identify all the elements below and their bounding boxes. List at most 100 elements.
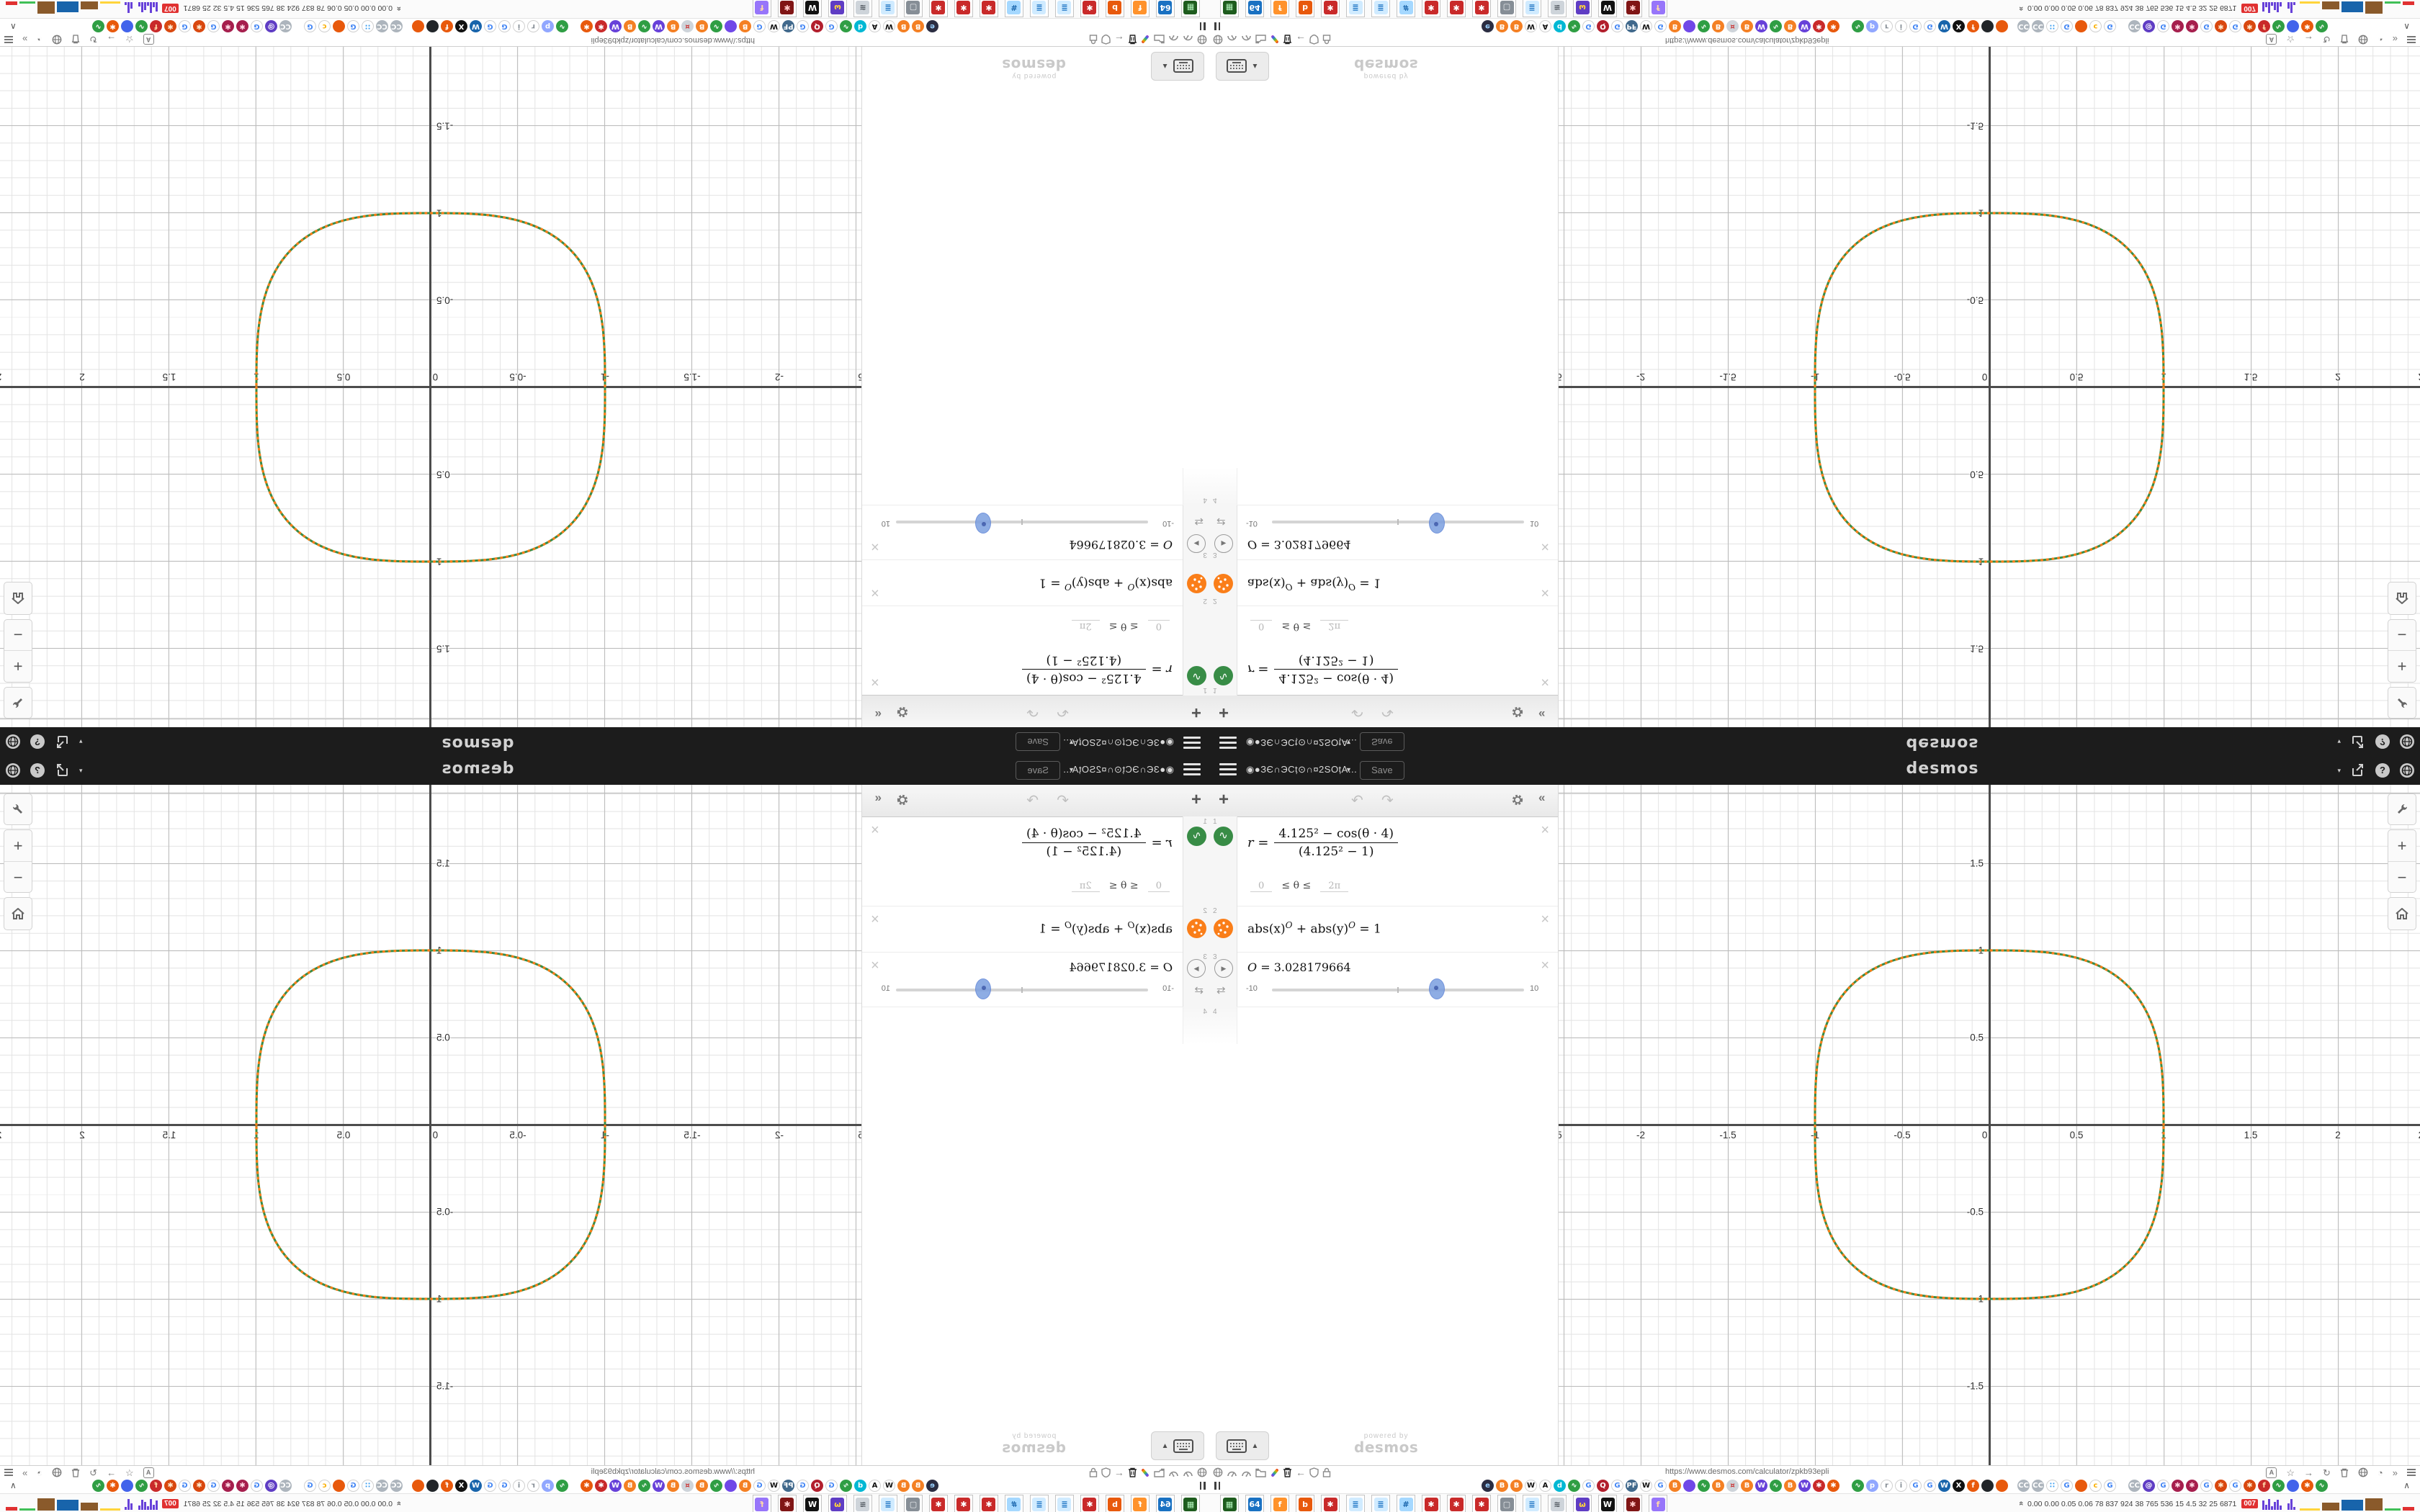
url-field[interactable]: https://www.desmos.com/calculator/zpkb93… <box>591 36 755 45</box>
header-caret-icon[interactable]: ▾ <box>79 766 83 774</box>
expression-row-1[interactable]: 1 ∿ r = 4.125² − cos(θ · 4) (4.125² − 1)… <box>1210 606 1558 696</box>
bookmark-favicon[interactable]: e <box>1482 1480 1494 1492</box>
bookmark-favicon[interactable]: PF <box>1626 1480 1638 1492</box>
bookmark-favicon[interactable]: ∿ <box>710 1480 722 1492</box>
graph-title[interactable]: ◉●ЗЄ∩ЭСṭ⊙∩¤2SОṭA... <box>1062 764 1174 775</box>
bookmark-favicon[interactable]: G <box>2200 20 2213 32</box>
language-globe-icon[interactable] <box>2400 763 2414 778</box>
zoom-out-button[interactable]: − <box>4 619 32 651</box>
bookmark-star-icon[interactable]: ☆ <box>125 34 134 45</box>
expression-row-2[interactable]: 2 abs(x)O + abs(y)O = 1 × <box>862 906 1210 953</box>
delete-row-icon[interactable]: × <box>871 539 879 554</box>
taskbar-app-button[interactable]: ✱ <box>980 1495 998 1512</box>
zoom-in-button[interactable]: + <box>2397 837 2407 855</box>
bookmark-favicon[interactable]: A <box>869 20 881 32</box>
bookmark-favicon[interactable]: G <box>797 1480 809 1492</box>
keypad-toggle-button[interactable]: ▲ <box>1151 52 1204 81</box>
add-expression-button[interactable]: + <box>1191 703 1201 722</box>
bookmark-favicon[interactable]: CC <box>390 1480 403 1492</box>
redo-icon[interactable]: ↷ <box>1026 703 1039 719</box>
taskbar-app-button[interactable]: ≣ <box>1030 1495 1049 1512</box>
share-icon[interactable] <box>55 763 69 778</box>
bookmark-favicon[interactable]: f <box>150 20 162 32</box>
bookmark-favicon[interactable]: A <box>1539 1480 1551 1492</box>
bookmark-favicon[interactable]: CC <box>2032 1480 2044 1492</box>
bookmark-favicon[interactable]: G <box>2157 20 2169 32</box>
bookmark-favicon[interactable]: ∿ <box>1698 20 1710 32</box>
color-pin-icon[interactable] <box>1270 35 1279 45</box>
bookmark-favicon[interactable]: X <box>1953 1480 1965 1492</box>
bookmark-favicon[interactable]: ✱ <box>595 1480 607 1492</box>
trash-icon[interactable] <box>1128 35 1137 45</box>
bookmark-favicon[interactable]: CC <box>2128 1480 2141 1492</box>
bookmark-favicon[interactable]: B <box>1712 20 1724 32</box>
main-menu-icon[interactable] <box>1219 735 1237 749</box>
bookmark-favicon[interactable]: G <box>2229 20 2241 32</box>
bookmark-favicon[interactable]: e <box>926 1480 938 1492</box>
bookmark-favicon[interactable]: ∷ <box>362 1480 374 1492</box>
taskbar-app-button[interactable]: # <box>1397 1495 1415 1512</box>
gauge-icon[interactable] <box>1227 1468 1237 1477</box>
taskbar-app-button[interactable]: f <box>1131 1495 1150 1512</box>
bookmark-favicon[interactable]: B <box>1669 20 1681 32</box>
bookmark-favicon[interactable]: ✱ <box>1827 1480 1839 1492</box>
edit-list-gear-icon[interactable] <box>1511 706 1524 719</box>
zoom-in-button[interactable]: + <box>2397 657 2407 675</box>
taskbar-app-button[interactable]: b <box>1296 0 1314 17</box>
taskbar-app-button[interactable]: # <box>1005 0 1023 17</box>
bookmark-favicon[interactable]: G <box>304 20 316 32</box>
bookmark-favicon[interactable]: ¤ <box>681 20 694 32</box>
slider-loop-icon[interactable]: ⇄ <box>1216 516 1226 528</box>
dotted-curve-icon[interactable] <box>1214 574 1233 593</box>
bookmark-favicon[interactable]: ¤ <box>681 1480 694 1492</box>
expression-row-1[interactable]: 1 ∿ r = 4.125² − cos(θ · 4) (4.125² − 1)… <box>1210 816 1558 906</box>
bookmark-favicon[interactable]: W <box>653 1480 665 1492</box>
share-icon[interactable] <box>2351 734 2365 749</box>
graph-title[interactable]: ◉●ЗЄ∩ЭСṭ⊙∩¤2SОṭA... <box>1062 737 1174 748</box>
back-arrow-icon[interactable]: ← <box>1114 34 1124 45</box>
bookmark-favicon[interactable]: i <box>513 20 525 32</box>
bookmark-favicon[interactable]: G <box>498 1480 511 1492</box>
expression-row-4-empty[interactable]: 4 <box>862 1007 1210 1047</box>
bookmark-favicon[interactable]: PF <box>782 20 794 32</box>
taskbar-app-button[interactable]: b <box>1296 1495 1314 1512</box>
translate-icon[interactable]: A <box>143 1467 154 1478</box>
bookmark-favicon[interactable]: r <box>1881 1480 1893 1492</box>
collapse-panel-icon[interactable]: « <box>1538 791 1546 804</box>
bookmark-favicon[interactable]: @ <box>2143 1480 2155 1492</box>
graph-paper[interactable]: -2.5-2-1.5-1-0.500.511.522.5 1.510.5-0.5… <box>0 47 861 727</box>
quarter-circle-icon[interactable]: ◔ <box>2377 1467 2383 1478</box>
bookmark-favicon[interactable]: ✱ <box>107 20 119 32</box>
globe-icon[interactable] <box>1197 1467 1207 1477</box>
delete-row-icon[interactable]: × <box>871 912 879 927</box>
expression-row-1[interactable]: 1 ∿ r = 4.125² − cos(θ · 4) (4.125² − 1)… <box>862 606 1210 696</box>
taskbar-app-button[interactable]: ✱ <box>1080 1495 1099 1512</box>
domain-min-field[interactable]: 0 <box>1250 620 1273 631</box>
bookmark-favicon[interactable]: ✱ <box>2215 1480 2227 1492</box>
browser-menu-icon[interactable] <box>4 35 13 45</box>
url-field[interactable]: https://www.desmos.com/calculator/zpkb93… <box>1665 1467 1829 1476</box>
color-pin-icon[interactable] <box>1141 1467 1150 1477</box>
main-menu-icon[interactable] <box>1219 763 1237 777</box>
bookmark-favicon[interactable]: B <box>897 1480 910 1492</box>
overflow-chevrons-icon[interactable]: » <box>22 34 28 45</box>
globe-icon[interactable] <box>1213 1467 1223 1477</box>
graph-settings-wrench-button[interactable] <box>4 793 32 825</box>
taskbar-app-button[interactable]: b <box>1106 1495 1124 1512</box>
taskbar-app-button[interactable]: ▢ <box>904 0 923 17</box>
domain-max-field[interactable]: 2π <box>1320 881 1349 892</box>
taskbar-app-button[interactable]: ✱ <box>1447 0 1466 17</box>
trash-icon[interactable] <box>71 35 80 45</box>
bookmark-favicon[interactable]: CC <box>2017 1480 2030 1492</box>
bookmark-favicon[interactable]: f <box>1967 1480 1979 1492</box>
bookmark-favicon[interactable]: r <box>527 20 539 32</box>
slider-min-label[interactable]: -10 <box>1162 519 1174 528</box>
bookmark-favicon[interactable] <box>412 20 424 32</box>
bookmark-favicon[interactable] <box>2075 1480 2087 1492</box>
bookmark-favicon[interactable]: B <box>1496 1480 1508 1492</box>
taskbar-app-button[interactable]: # <box>1397 0 1415 17</box>
overflow-chevrons-icon[interactable]: » <box>2392 1467 2398 1478</box>
bookmark-favicon[interactable]: p <box>542 20 554 32</box>
bookmark-favicon[interactable]: G <box>484 1480 496 1492</box>
taskbar-app-button[interactable]: ✱ <box>929 0 948 17</box>
